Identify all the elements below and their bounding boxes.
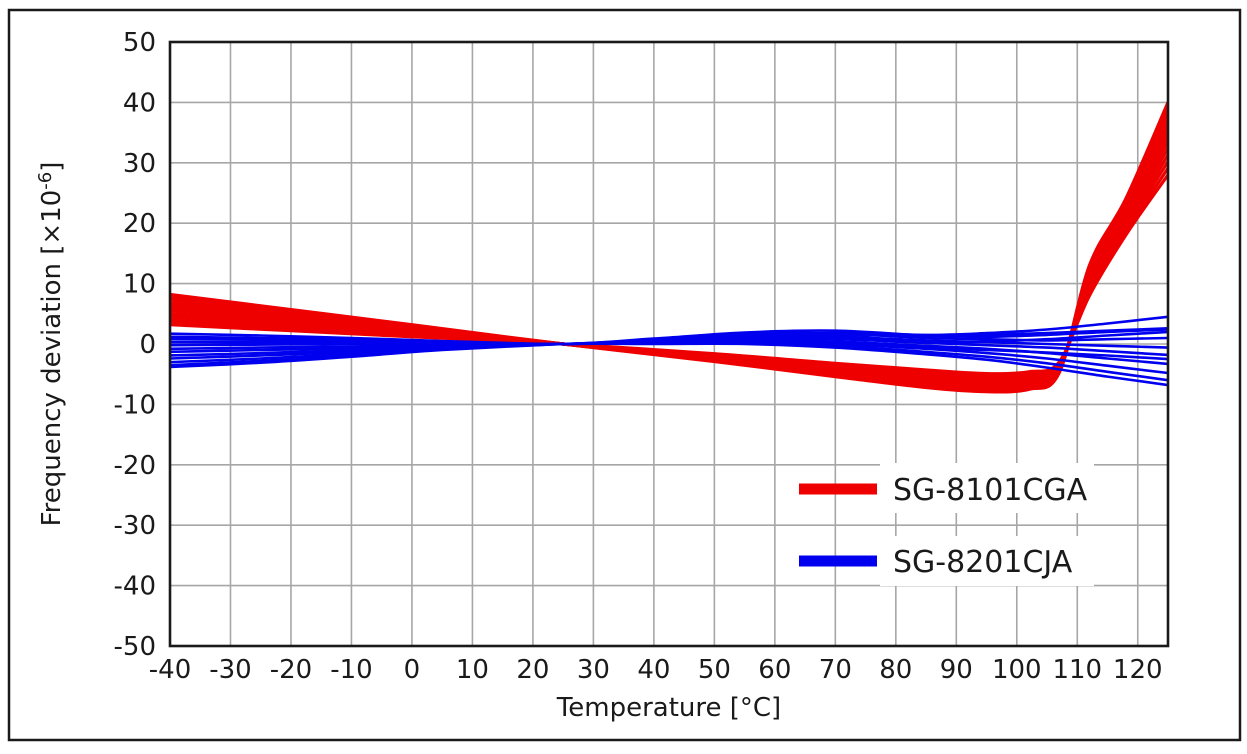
series-line-sg-8101cga: [170, 100, 1168, 394]
legend-entry-background: [880, 536, 1094, 586]
y-tick-label: -10: [114, 390, 156, 420]
legend-label-sg8101cga: SG-8101CGA: [893, 473, 1088, 508]
x-tick-label: 20: [516, 655, 549, 685]
y-axis-title-superscript: -6: [35, 172, 56, 190]
y-tick-label: 10: [123, 270, 156, 300]
x-tick-label: 40: [637, 655, 670, 685]
legend-entry-sg8201cja: SG-8201CJA: [799, 536, 1094, 586]
series-line-sg-8201cja: [170, 328, 1168, 346]
legend-entry-background: [880, 463, 1094, 513]
x-tick-label: -20: [270, 655, 312, 685]
x-tick-label: -30: [209, 655, 251, 685]
x-tick-label: 90: [940, 655, 973, 685]
y-tick-label: 30: [123, 149, 156, 179]
y-tick-label: 40: [123, 88, 156, 118]
plot-border: [168, 40, 1170, 648]
x-tick-label: 30: [577, 655, 610, 685]
y-tick-label: 0: [139, 330, 156, 360]
x-tick-label: 0: [404, 655, 421, 685]
legend-label-sg8201cja: SG-8201CJA: [893, 545, 1073, 580]
y-tick-label: -40: [114, 572, 156, 602]
y-axis-title: Frequency deviation [×10-6]: [35, 162, 67, 527]
y-tick-label: -30: [114, 511, 156, 541]
x-tick-label: 50: [698, 655, 731, 685]
x-tick-label: -10: [330, 655, 372, 685]
x-axis-title: Temperature [°C]: [556, 693, 781, 723]
series-curves: [170, 100, 1168, 394]
x-tick-label: 70: [819, 655, 852, 685]
x-tick-label: 60: [758, 655, 791, 685]
series-line-sg-8201cja: [170, 330, 1168, 369]
x-tick-label: 80: [879, 655, 912, 685]
series-line-sg-8201cja: [170, 342, 1168, 387]
x-axis-tick-labels: -40 -30 -20 -10 0 10 20 30 40 50 60 70 80 90 100 110 120: [149, 655, 1163, 685]
legend: SG-8101CGA SG-8201CJA: [799, 463, 1094, 586]
legend-entry-sg8101cga: SG-8101CGA: [799, 463, 1094, 513]
x-tick-label: 120: [1113, 655, 1163, 685]
y-tick-label: 20: [123, 209, 156, 239]
x-tick-label: 110: [1052, 655, 1102, 685]
y-tick-label: -50: [114, 632, 156, 662]
y-axis-tick-labels: 50 40 30 20 10 0 -10 -20 -30 -40 -50: [114, 28, 156, 662]
y-tick-label: 50: [123, 28, 156, 58]
x-tick-label: -40: [149, 655, 191, 685]
x-tick-label: 100: [992, 655, 1042, 685]
x-tick-label: 10: [456, 655, 489, 685]
y-axis-title-end: ]: [37, 162, 67, 172]
y-axis-title-main: Frequency deviation [×10: [37, 190, 67, 527]
y-tick-label: -20: [114, 451, 156, 481]
